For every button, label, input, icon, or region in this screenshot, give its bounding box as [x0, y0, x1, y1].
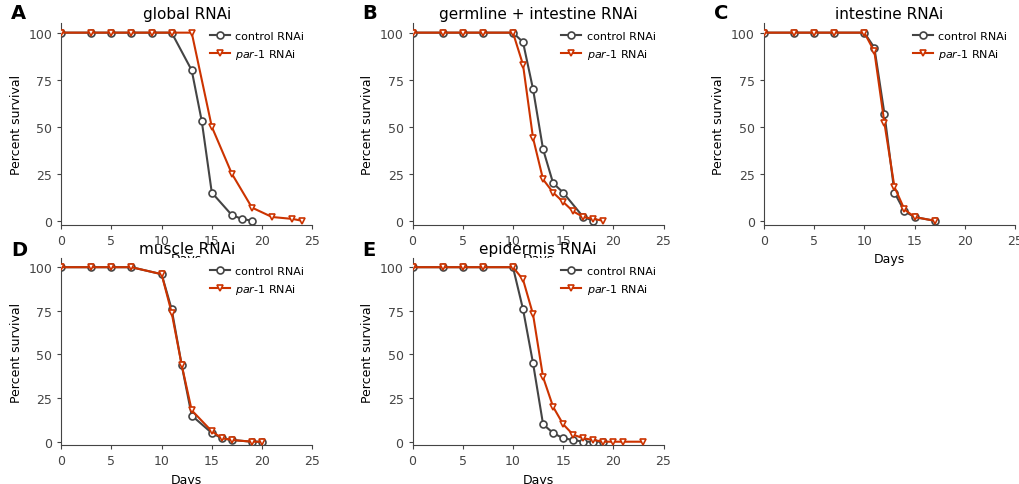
Text: A: A — [11, 4, 26, 23]
Y-axis label: Percent survival: Percent survival — [361, 75, 374, 175]
X-axis label: Days: Days — [171, 253, 202, 266]
Text: D: D — [11, 241, 28, 259]
Text: E: E — [362, 241, 375, 259]
Y-axis label: Percent survival: Percent survival — [361, 302, 374, 402]
Y-axis label: Percent survival: Percent survival — [10, 302, 22, 402]
Y-axis label: Percent survival: Percent survival — [10, 75, 22, 175]
Legend: control RNAi, $\mathit{par}$-$\mathit{1}$ RNAi: control RNAi, $\mathit{par}$-$\mathit{1}… — [558, 30, 657, 64]
Title: germline + intestine RNAi: germline + intestine RNAi — [438, 7, 637, 22]
Title: intestine RNAi: intestine RNAi — [835, 7, 943, 22]
Y-axis label: Percent survival: Percent survival — [711, 75, 725, 175]
X-axis label: Days: Days — [873, 253, 904, 266]
Title: epidermis RNAi: epidermis RNAi — [479, 242, 596, 257]
X-axis label: Days: Days — [171, 473, 202, 484]
X-axis label: Days: Days — [522, 473, 553, 484]
Text: B: B — [362, 4, 377, 23]
X-axis label: Days: Days — [522, 253, 553, 266]
Legend: control RNAi, $\mathit{par}$-$\mathit{1}$ RNAi: control RNAi, $\mathit{par}$-$\mathit{1}… — [208, 30, 307, 64]
Title: muscle RNAi: muscle RNAi — [139, 242, 234, 257]
Title: global RNAi: global RNAi — [143, 7, 230, 22]
Legend: control RNAi, $\mathit{par}$-$\mathit{1}$ RNAi: control RNAi, $\mathit{par}$-$\mathit{1}… — [909, 30, 1009, 64]
Legend: control RNAi, $\mathit{par}$-$\mathit{1}$ RNAi: control RNAi, $\mathit{par}$-$\mathit{1}… — [208, 264, 307, 299]
Legend: control RNAi, $\mathit{par}$-$\mathit{1}$ RNAi: control RNAi, $\mathit{par}$-$\mathit{1}… — [558, 264, 657, 299]
Text: C: C — [713, 4, 728, 23]
